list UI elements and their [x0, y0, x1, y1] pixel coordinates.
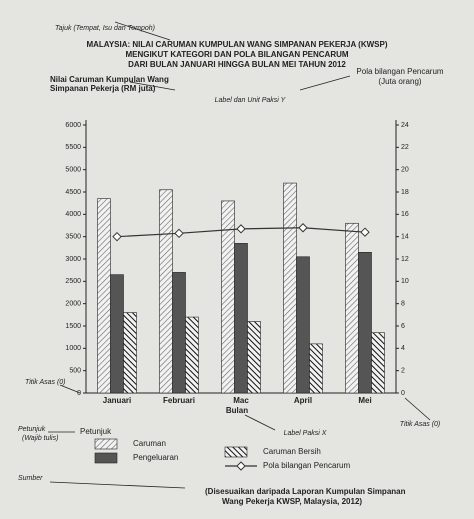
- y-tick-label: 6000: [65, 122, 81, 129]
- annotation: Titik Asas (0): [400, 421, 441, 428]
- y-tick-label: 4000: [65, 211, 81, 218]
- y2-tick-label: 24: [401, 122, 409, 129]
- annotation: Label Paksi X: [284, 430, 327, 437]
- y-tick-label: 3500: [65, 234, 81, 241]
- annotation: Petunjuk: [18, 426, 46, 433]
- y-tick-label: 5000: [65, 167, 81, 174]
- guide-arrows: [48, 21, 431, 489]
- bar: [247, 321, 261, 394]
- bar: [185, 316, 199, 394]
- bar: [309, 343, 323, 394]
- bar: [283, 182, 297, 394]
- chart-title: MENGIKUT KATEGORI DAN POLA BILANGAN PENC…: [125, 50, 348, 59]
- y2-axis-label: (Juta orang): [378, 77, 421, 86]
- y2-tick-label: 6: [401, 323, 405, 330]
- x-axis-label: Bulan: [226, 406, 248, 415]
- y2-tick-label: 10: [401, 278, 409, 285]
- y2-axis-label: Pola bilangan Pencarum: [356, 67, 444, 76]
- line-marker: [236, 224, 246, 234]
- line-marker: [174, 228, 184, 239]
- legend-swatch: [94, 438, 118, 450]
- bar: [371, 332, 385, 394]
- y2-tick-label: 8: [401, 301, 405, 308]
- line-marker: [360, 227, 370, 237]
- bar: [296, 256, 310, 394]
- bar: [358, 252, 372, 394]
- annotation: Tajuk (Tempat, Isu dan Tempoh): [55, 25, 155, 32]
- chart-title: MALAYSIA: NILAI CARUMAN KUMPULAN WANG SI…: [86, 40, 387, 49]
- legend-label: Pola bilangan Pencarum: [263, 461, 351, 470]
- y-tick-label: 5500: [65, 144, 81, 151]
- y-tick-label: 4500: [65, 189, 81, 196]
- y-tick-label: 1500: [65, 323, 81, 330]
- annotation: Label dan Unit Paksi Y: [215, 97, 287, 104]
- y-tick-label: 2500: [65, 278, 81, 285]
- annotation: Sumber: [18, 475, 43, 482]
- source: (Disesuaikan daripada Laporan Kumpulan S…: [205, 487, 406, 496]
- legend-label: Pengeluaran: [133, 453, 178, 462]
- y2-tick-label: 12: [401, 256, 409, 263]
- y-tick-label: 1000: [65, 345, 81, 352]
- x-tick-label: Januari: [103, 396, 131, 405]
- y-axis-label: Simpanan Pekerja (RM juta): [50, 84, 156, 93]
- y-tick-label: 500: [69, 368, 81, 375]
- y2-tick-label: 4: [401, 345, 405, 352]
- bar: [234, 243, 248, 394]
- x-tick-label: Mac: [233, 396, 249, 405]
- legend-label: Caruman: [133, 439, 166, 448]
- y-axis-label: Nilai Caruman Kumpulan Wang: [50, 75, 169, 84]
- y2-tick-label: 22: [401, 144, 409, 151]
- source: Wang Pekerja KWSP, Malaysia, 2012): [222, 497, 362, 506]
- legend-marker: [236, 461, 246, 471]
- annotation: Petunjuk: [80, 427, 112, 436]
- y-tick-label: 3000: [65, 256, 81, 263]
- bar: [345, 222, 359, 394]
- y2-tick-label: 0: [401, 390, 405, 397]
- bar: [123, 312, 137, 394]
- line-marker: [112, 231, 122, 242]
- y2-tick-label: 14: [401, 234, 409, 241]
- bar: [110, 274, 124, 394]
- x-tick-label: April: [294, 396, 312, 405]
- bar: [97, 198, 111, 394]
- y2-tick-label: 16: [401, 211, 409, 218]
- y-tick-label: 0: [77, 390, 81, 397]
- chart-title: DARI BULAN JANUARI HINGGA BULAN MEI TAHU…: [128, 60, 346, 69]
- legend-swatch: [224, 446, 248, 458]
- x-tick-label: Mei: [358, 396, 371, 405]
- bar: [172, 272, 186, 394]
- x-tick-label: Februari: [163, 396, 195, 405]
- legend-label: Caruman Bersih: [263, 447, 321, 456]
- y2-tick-label: 20: [401, 167, 409, 174]
- line-marker: [298, 223, 308, 233]
- legend-swatch: [94, 452, 118, 464]
- y2-tick-label: 18: [401, 189, 409, 196]
- bar: [159, 189, 173, 394]
- annotation: (Wajib tulis): [22, 435, 58, 442]
- annotation: Titik Asas (0): [25, 379, 66, 386]
- y2-tick-label: 2: [401, 368, 405, 375]
- y-tick-label: 2000: [65, 301, 81, 308]
